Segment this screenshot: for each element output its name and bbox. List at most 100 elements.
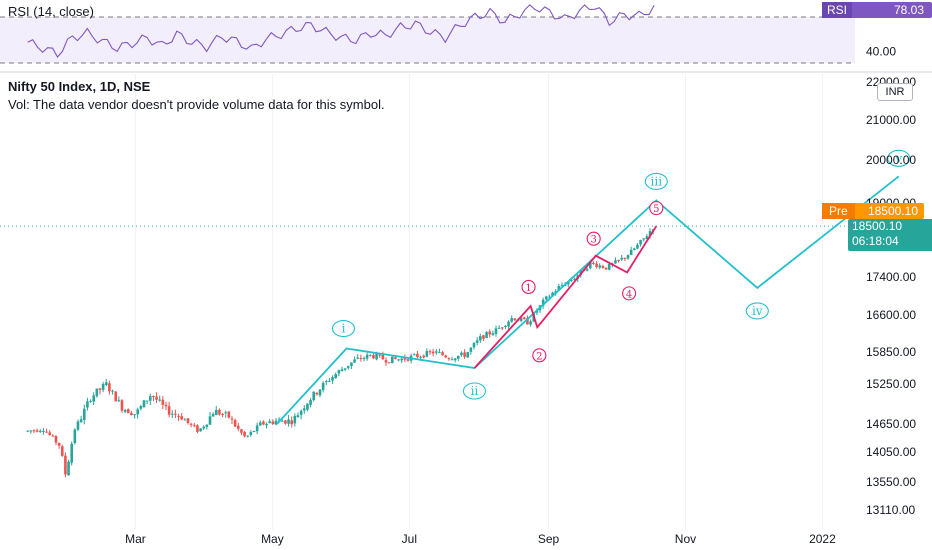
rsi-indicator-title[interactable]: RSI (14, close) <box>8 4 94 19</box>
candle-body <box>164 404 168 407</box>
candle-body <box>76 421 80 430</box>
wave-minor-label-circle <box>532 348 547 363</box>
candle-body <box>120 400 124 411</box>
candle-body <box>29 430 33 432</box>
price-axis-label: 13550.00 <box>866 475 916 489</box>
pre-tag-value: 18500.10 <box>867 204 918 218</box>
candle-body <box>180 416 184 420</box>
rsi-tag-value: 78.03 <box>893 3 924 17</box>
candle-body <box>331 377 334 381</box>
candle-body <box>390 356 394 364</box>
candle-body <box>378 354 382 356</box>
rsi-pane <box>0 4 932 73</box>
candle-body <box>243 431 246 437</box>
candle-body <box>375 354 378 360</box>
candle-body <box>384 360 388 363</box>
candle-body <box>365 354 369 359</box>
candle-body <box>324 381 328 383</box>
time-axis-label: Sep <box>538 532 560 546</box>
wave-major-label: v <box>894 151 902 165</box>
candle-body <box>224 412 228 414</box>
volume-note: Vol: The data vendor doesn't provide vol… <box>8 97 385 112</box>
rsi-tag-label: RSI <box>822 2 853 18</box>
candle-body <box>280 420 284 422</box>
candle-body <box>290 420 294 425</box>
candle-body <box>196 425 199 432</box>
candle-body <box>202 426 206 429</box>
candle-body <box>466 352 470 358</box>
candle-body <box>183 419 187 421</box>
candle-body <box>447 358 451 360</box>
candle-body <box>136 409 139 415</box>
rsi-band <box>0 17 855 63</box>
candle-body <box>491 333 495 336</box>
pre-tag-label: Pre <box>822 203 855 219</box>
candle-body <box>485 332 488 338</box>
candle-body <box>167 406 171 415</box>
candle-body <box>560 285 564 287</box>
candle-body <box>604 267 608 270</box>
candle-body <box>221 413 224 415</box>
candle-body <box>174 413 177 415</box>
candle-body <box>425 350 429 357</box>
candle-body <box>142 400 146 408</box>
wave-minor-label: 4 <box>626 289 632 300</box>
candle-body <box>208 416 212 425</box>
wave-major-label-circle <box>462 382 487 400</box>
candle-body <box>636 244 639 249</box>
wave-major-label-circle <box>745 302 769 320</box>
candle-body <box>205 424 209 427</box>
symbol-title[interactable]: Nifty 50 Index, 1D, NSE <box>8 79 151 94</box>
currency-button[interactable]: INR <box>877 83 913 101</box>
candle-body <box>274 420 278 425</box>
candle-body <box>86 401 89 408</box>
candle-body <box>450 359 454 361</box>
candle-body <box>541 299 545 306</box>
candle-body <box>214 409 218 416</box>
candle-body <box>601 265 605 268</box>
candle-body <box>416 353 419 358</box>
candle-body <box>104 382 108 385</box>
time-axis: Mar May Jul Sep Nov 2022 <box>125 532 836 546</box>
candle-body <box>526 318 529 325</box>
price-axis-label: 21000.00 <box>866 113 916 127</box>
candle-body <box>632 248 636 251</box>
candle-body <box>522 317 526 320</box>
candle-body <box>372 354 375 359</box>
candle-body <box>394 357 397 360</box>
candle-body <box>551 292 554 296</box>
candle-body <box>70 443 73 463</box>
wave-major-label: i <box>342 322 346 336</box>
candle-body <box>595 263 598 268</box>
candle-body <box>507 321 510 327</box>
price-axis-label: 16600.00 <box>866 308 916 322</box>
candle-body <box>403 357 407 360</box>
candle-body <box>111 390 114 392</box>
wave-minor-label: 5 <box>653 204 659 215</box>
candle-body <box>642 238 646 240</box>
wave-minor-label-circle <box>649 201 664 216</box>
candle-body <box>287 419 290 424</box>
candle-body <box>89 400 92 402</box>
candle-body <box>57 442 61 446</box>
candle-body <box>482 335 485 339</box>
candle-body <box>79 419 83 423</box>
wave-major-label-circle <box>331 319 356 338</box>
candles <box>26 228 655 478</box>
candle-body <box>246 435 250 437</box>
candle-body <box>356 357 360 359</box>
candle-body <box>585 269 589 271</box>
candle-body <box>114 391 117 402</box>
candle-body <box>529 321 532 325</box>
candle-body <box>318 389 322 396</box>
candle-body <box>73 429 77 443</box>
wave-minor-line <box>473 225 658 369</box>
time-axis-label: Nov <box>675 532 696 546</box>
candle-body <box>126 409 130 414</box>
price-axis-label: 14050.00 <box>866 445 916 459</box>
candle-body <box>592 263 595 265</box>
candle-body <box>444 355 448 358</box>
candle-body <box>108 383 111 392</box>
candle-body <box>350 362 353 367</box>
